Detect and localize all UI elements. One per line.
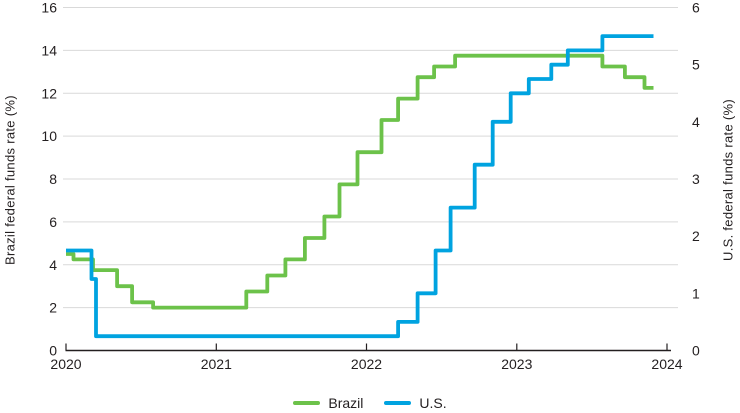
left-axis-tick-label: 12	[41, 85, 57, 101]
legend-item-brazil: Brazil	[293, 395, 363, 411]
left-axis-tick-label: 10	[41, 128, 57, 144]
x-axis-tick-label: 2024	[651, 356, 682, 372]
right-axis-tick-label: 5	[692, 57, 700, 73]
left-axis-tick-label: 14	[41, 42, 57, 58]
right-axis-tick-label: 2	[692, 228, 700, 244]
right-axis-title: U.S. federal funds rate (%)	[720, 99, 736, 261]
legend-swatch-brazil	[293, 400, 321, 405]
right-axis-tick-label: 1	[692, 285, 700, 301]
legend-swatch-us	[384, 400, 412, 405]
legend: Brazil U.S.	[0, 392, 740, 413]
x-axis-tick-label: 2022	[351, 356, 382, 372]
legend-item-us: U.S.	[384, 394, 447, 411]
left-axis-tick-label: 16	[41, 0, 57, 16]
left-axis-tick-label: 8	[49, 171, 57, 187]
legend-label-brazil: Brazil	[328, 394, 364, 411]
left-axis-tick-label: 2	[49, 300, 57, 316]
series-line-us	[66, 34, 654, 339]
legend-label-us: U.S.	[419, 394, 447, 411]
x-axis-tick-label: 2021	[201, 356, 232, 372]
x-axis-tick-label: 2020	[50, 356, 81, 372]
right-axis-tick-label: 3	[692, 171, 700, 187]
right-axis-tick-label: 4	[692, 114, 700, 130]
x-axis-tick-label: 2023	[501, 356, 532, 372]
right-axis-tick-label: 0	[692, 343, 700, 359]
left-axis-tick-label: 6	[49, 214, 57, 230]
left-axis-tick-label: 4	[49, 257, 57, 273]
left-axis-tick-label: 0	[49, 343, 57, 359]
series-line-brazil	[66, 53, 654, 310]
right-axis-tick-label: 6	[692, 0, 700, 16]
